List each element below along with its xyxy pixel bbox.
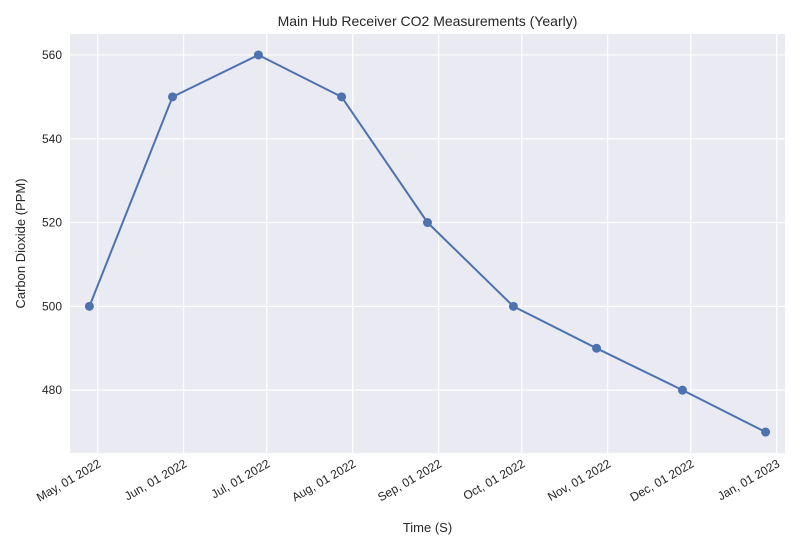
data-point bbox=[677, 385, 687, 395]
series-layer bbox=[84, 50, 771, 437]
x-tick-label: Jun, 01 2022 bbox=[122, 456, 189, 503]
y-tick-label: 480 bbox=[42, 383, 62, 397]
y-axis-label: Carbon Dioxide (PPM) bbox=[13, 178, 28, 308]
x-tick-label: Aug, 01 2022 bbox=[289, 456, 358, 504]
data-point bbox=[253, 50, 263, 60]
x-tick-label: Nov, 01 2022 bbox=[545, 456, 613, 504]
data-point bbox=[592, 343, 602, 353]
data-point bbox=[168, 92, 178, 102]
plot-background bbox=[70, 34, 785, 453]
x-tick-label: Sep, 01 2022 bbox=[375, 456, 444, 504]
data-point bbox=[84, 301, 94, 311]
x-tick-label: Oct, 01 2022 bbox=[461, 456, 528, 503]
x-tick-label: Jan, 01 2023 bbox=[715, 456, 782, 503]
chart-title: Main Hub Receiver CO2 Measurements (Year… bbox=[278, 13, 578, 29]
y-tick-label: 560 bbox=[42, 48, 62, 62]
x-tick-label: Dec, 01 2022 bbox=[627, 456, 696, 504]
y-tick-label: 520 bbox=[42, 216, 62, 230]
x-tick-label: May, 01 2022 bbox=[34, 456, 103, 504]
y-tick-label: 540 bbox=[42, 132, 62, 146]
x-axis-label: Time (S) bbox=[403, 520, 452, 535]
y-tick-label: 500 bbox=[42, 299, 62, 313]
data-point bbox=[423, 218, 432, 228]
x-tick-label: Jul, 01 2022 bbox=[209, 456, 273, 501]
data-point bbox=[761, 427, 771, 437]
data-point bbox=[508, 301, 518, 311]
data-point bbox=[337, 92, 347, 102]
